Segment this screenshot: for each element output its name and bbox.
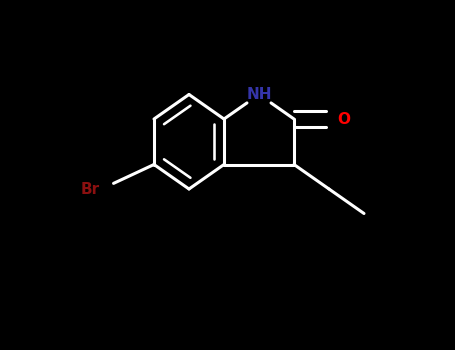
Text: O: O (338, 112, 351, 126)
Text: Br: Br (81, 182, 100, 196)
Text: NH: NH (246, 87, 272, 102)
